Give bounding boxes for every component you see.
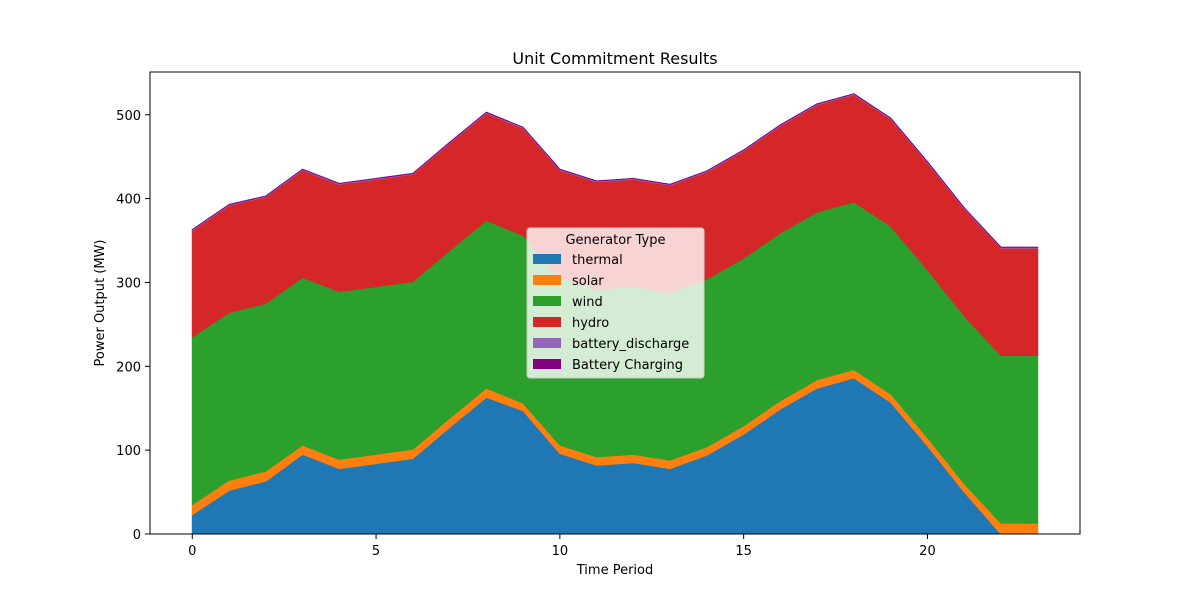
legend: Generator Type thermal solar wind hydro batt… bbox=[526, 227, 705, 379]
legend-swatch bbox=[533, 296, 561, 306]
y-tick-label: 300 bbox=[116, 276, 141, 291]
legend-label: solar bbox=[572, 274, 604, 289]
legend-swatch bbox=[533, 338, 561, 348]
legend-label: Battery Charging bbox=[572, 358, 683, 373]
legend-swatch bbox=[533, 317, 561, 327]
legend-items: thermal solar wind hydro battery_discharge Ba… bbox=[533, 253, 689, 373]
x-tick-label: 15 bbox=[735, 544, 752, 559]
y-tick-label: 0 bbox=[133, 528, 141, 543]
y-tick-label: 400 bbox=[116, 193, 141, 208]
y-tick-label: 200 bbox=[116, 360, 141, 375]
legend-swatch bbox=[533, 254, 561, 264]
x-tick-label: 5 bbox=[372, 544, 380, 559]
y-axis-ticks: 0 100 200 300 400 500 bbox=[116, 109, 150, 543]
legend-swatch bbox=[533, 359, 561, 369]
legend-title: Generator Type bbox=[565, 233, 665, 248]
y-tick-label: 500 bbox=[116, 109, 141, 124]
area-battery-charging bbox=[191, 93, 1039, 248]
y-tick-label: 100 bbox=[116, 444, 141, 459]
y-axis-label: Power Output (MW) bbox=[93, 240, 108, 367]
legend-label: hydro bbox=[572, 316, 609, 331]
x-tick-label: 20 bbox=[919, 544, 936, 559]
plot-frame bbox=[149, 71, 1081, 535]
chart-title: Unit Commitment Results bbox=[512, 49, 717, 68]
legend-label: wind bbox=[572, 295, 603, 310]
legend-label: battery_discharge bbox=[572, 337, 689, 352]
x-axis-label: Time Period bbox=[576, 563, 653, 578]
legend-box bbox=[526, 227, 705, 379]
x-axis-ticks: 0 5 10 15 20 bbox=[188, 534, 936, 559]
x-tick-label: 0 bbox=[188, 544, 196, 559]
legend-label: thermal bbox=[572, 253, 623, 268]
x-tick-label: 10 bbox=[552, 544, 569, 559]
legend-swatch bbox=[533, 275, 561, 285]
